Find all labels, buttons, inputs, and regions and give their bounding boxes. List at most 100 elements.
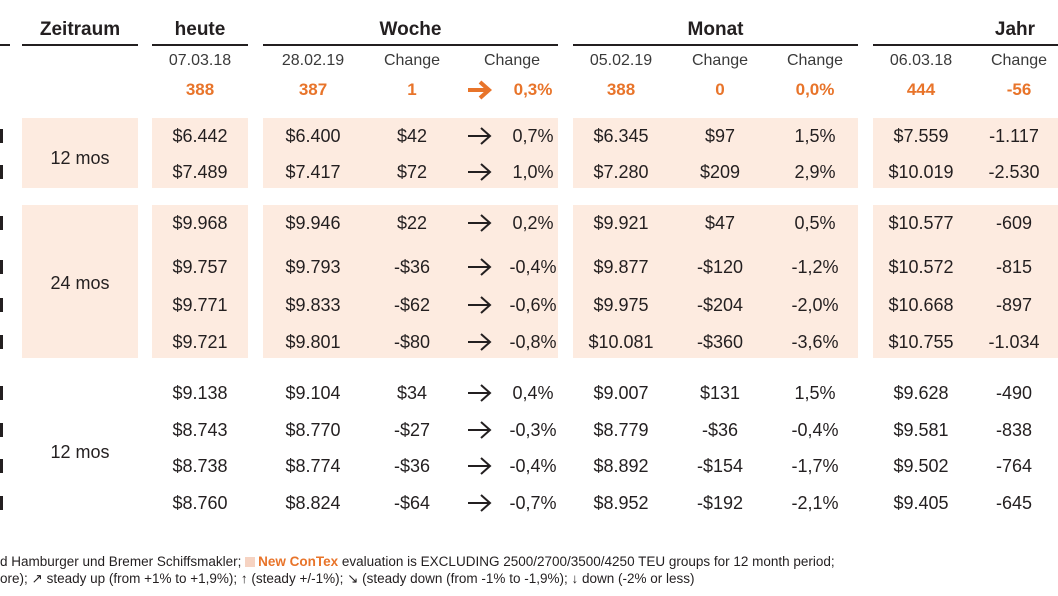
band-woche-group2 — [263, 205, 558, 358]
cell-heute: $9.968 — [172, 213, 228, 233]
cell-m-chg: -$36 — [701, 420, 739, 440]
band-monat-group1 — [573, 118, 858, 188]
footnote-line1-start: d Hamburger und Bremer Schiffsmakler; — [0, 554, 246, 569]
arrow-right-icon — [468, 457, 492, 475]
cell-m-val: $9.877 — [593, 257, 649, 277]
arrow-right-icon — [468, 127, 492, 145]
cell-j-chg: -490 — [995, 383, 1033, 403]
index-woche-change: 1 — [407, 80, 417, 99]
cell-j-val: $9.502 — [893, 456, 949, 476]
subheader-monat-date: 05.02.19 — [589, 52, 653, 69]
subheader-jahr-date: 06.03.18 — [889, 52, 953, 69]
cell-j-val: $9.405 — [893, 493, 949, 513]
cell-m-pct: 1,5% — [794, 383, 836, 403]
cell-w-pct: -0,7% — [509, 493, 557, 513]
group-label-1: 12 mos — [50, 148, 110, 168]
cell-heute: $8.760 — [172, 493, 228, 513]
header-woche: Woche — [379, 19, 442, 40]
cell-m-chg: -$204 — [696, 295, 744, 315]
footnote-line-2: ore); ↗ steady up (from +1% to +1,9%); ↑… — [0, 571, 695, 586]
cell-m-val: $6.345 — [593, 126, 649, 146]
cell-j-chg: -609 — [995, 213, 1033, 233]
cell-heute: $9.721 — [172, 332, 228, 352]
cell-m-pct: -1,7% — [791, 456, 839, 476]
cell-j-val: $9.581 — [893, 420, 949, 440]
footnote-line1-end: evaluation is EXCLUDING 2500/2700/3500/4… — [338, 554, 835, 569]
cell-w-chg: -$27 — [393, 420, 431, 440]
cell-m-pct: 2,9% — [794, 162, 836, 182]
cell-w-chg: $42 — [396, 126, 428, 146]
cell-m-chg: -$154 — [696, 456, 744, 476]
arrow-right-icon — [468, 163, 492, 181]
cell-w-pct: 0,2% — [512, 213, 554, 233]
band-zeitraum-group1 — [22, 118, 138, 188]
index-monat-change: 0 — [715, 80, 725, 99]
cell-m-pct: -3,6% — [791, 332, 839, 352]
cell-m-pct: -0,4% — [791, 420, 839, 440]
subheader-monat-change: Change — [691, 52, 749, 69]
row-edge-mark — [0, 129, 3, 143]
cell-w-val: $9.833 — [285, 295, 341, 315]
cell-j-chg: -815 — [995, 257, 1033, 277]
cell-w-pct: -0,4% — [509, 257, 557, 277]
cell-j-chg: -897 — [995, 295, 1033, 315]
cell-j-chg: -2.530 — [988, 162, 1040, 182]
band-woche-group1 — [263, 118, 558, 188]
cell-j-val: $10.755 — [888, 332, 954, 352]
cell-w-chg: $72 — [396, 162, 428, 182]
index-monat-value: 388 — [606, 80, 636, 99]
footnote-line-1: d Hamburger und Bremer Schiffsmakler; Ne… — [0, 553, 835, 570]
group-label-3: 12 mos — [50, 442, 110, 462]
cell-heute: $8.738 — [172, 456, 228, 476]
cell-j-val: $10.572 — [888, 257, 954, 277]
row-edge-mark — [0, 496, 3, 510]
cell-w-chg: $22 — [396, 213, 428, 233]
subheader-woche-change: Change — [383, 52, 441, 69]
cell-heute: $9.771 — [172, 295, 228, 315]
cell-heute: $6.442 — [172, 126, 228, 146]
index-jahr-value: 444 — [906, 80, 936, 99]
cell-m-val: $9.921 — [593, 213, 649, 233]
header-rule-left — [0, 44, 10, 46]
cell-heute: $9.138 — [172, 383, 228, 403]
index-woche-value: 387 — [298, 80, 328, 99]
cell-m-pct: -1,2% — [791, 257, 839, 277]
header-heute: heute — [174, 19, 226, 40]
arrow-right-icon — [468, 296, 492, 314]
cell-m-val: $10.081 — [588, 332, 654, 352]
arrow-right-icon — [468, 258, 492, 276]
row-edge-mark — [0, 335, 3, 349]
cell-w-val: $8.774 — [285, 456, 341, 476]
row-edge-mark — [0, 386, 3, 400]
cell-m-pct: -2,1% — [791, 493, 839, 513]
cell-w-val: $6.400 — [285, 126, 341, 146]
cell-m-pct: -2,0% — [791, 295, 839, 315]
cell-w-pct: 0,7% — [512, 126, 554, 146]
row-edge-mark — [0, 216, 3, 230]
index-arrow-right-icon — [468, 80, 493, 100]
cell-heute: $7.489 — [172, 162, 228, 182]
cell-w-val: $8.770 — [285, 420, 341, 440]
cell-m-val: $8.779 — [593, 420, 649, 440]
cell-w-val: $9.104 — [285, 383, 341, 403]
row-edge-mark — [0, 165, 3, 179]
band-monat-group2 — [573, 205, 858, 358]
legend-swatch-icon — [245, 557, 256, 567]
cell-m-chg: -$360 — [696, 332, 744, 352]
cell-w-pct: 0,4% — [512, 383, 554, 403]
band-heute-group1 — [152, 118, 248, 188]
header-monat: Monat — [687, 19, 744, 40]
cell-w-val: $8.824 — [285, 493, 341, 513]
cell-j-chg: -764 — [995, 456, 1033, 476]
subheader-woche-date: 28.02.19 — [281, 52, 345, 69]
cell-w-chg: -$64 — [393, 493, 431, 513]
header-rule-monat — [573, 44, 858, 46]
header-rule-jahr — [873, 44, 1058, 46]
arrow-right-icon — [468, 214, 492, 232]
cell-m-val: $7.280 — [593, 162, 649, 182]
cell-w-chg: -$62 — [393, 295, 431, 315]
header-rule-zeitraum — [22, 44, 138, 46]
header-rule-heute — [152, 44, 248, 46]
cell-w-val: $7.417 — [285, 162, 341, 182]
index-woche-pct: 0,3% — [513, 80, 553, 99]
